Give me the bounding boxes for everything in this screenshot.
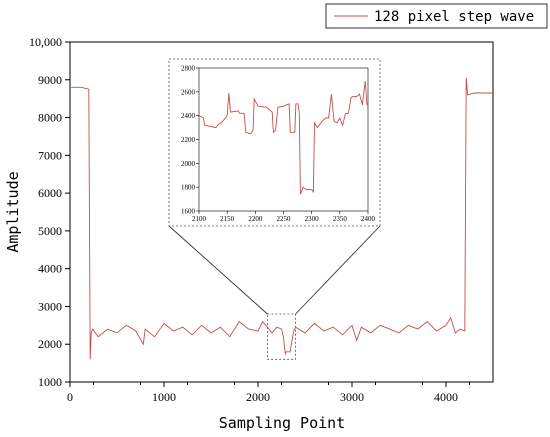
inset-x-tick-label: 2250 [277, 215, 292, 223]
inset-x-tick-label: 2100 [192, 215, 207, 223]
x-tick-label: 4000 [434, 390, 458, 404]
inset-y-tick-label: 2400 [181, 112, 196, 120]
zoom-connector-right [295, 225, 381, 315]
y-tick-label: 7000 [38, 148, 62, 162]
x-axis-ticks: 0 1000 2000 3000 4000 [67, 382, 470, 404]
x-axis-title: Sampling Point [219, 414, 345, 432]
inset-y-tick-label: 2600 [181, 88, 196, 96]
inset-frame [168, 58, 381, 227]
inset-y-tick-label: 2000 [181, 160, 196, 168]
inset-y-tick-label: 2800 [181, 65, 196, 73]
inset-y-tick-label: 2200 [181, 136, 196, 144]
y-tick-label: 6000 [38, 186, 62, 200]
y-tick-label: 9000 [38, 73, 62, 87]
series-line-main [70, 77, 493, 360]
y-tick-label: 2000 [38, 337, 62, 351]
series-line-inset [198, 81, 369, 195]
legend-label: 128 pixel step wave [374, 9, 534, 25]
x-tick-label: 1000 [152, 390, 176, 404]
zoom-region-box [266, 313, 296, 360]
y-tick-label: 5000 [38, 224, 62, 238]
inset-x-tick-label: 2400 [361, 215, 376, 223]
y-tick-label: 10,000 [29, 35, 62, 49]
legend: 128 pixel step wave [325, 3, 548, 29]
y-tick-label: 4000 [38, 262, 62, 276]
inset-y-axis-ticks: 1600 1800 2000 2200 2400 2600 2800 [181, 65, 199, 216]
inset-y-tick-label: 1800 [181, 184, 196, 192]
x-tick-label: 3000 [340, 390, 364, 404]
zoom-connector-left [168, 225, 268, 315]
x-tick-label: 2000 [246, 390, 270, 404]
inset-y-tick-label: 1600 [181, 208, 196, 216]
y-axis-ticks: 1000 2000 3000 4000 5000 6000 7000 8000 9000 10,0… [29, 35, 70, 389]
inset-x-tick-label: 2200 [248, 215, 263, 223]
y-tick-label: 8000 [38, 111, 62, 125]
y-tick-label: 1000 [38, 375, 62, 389]
inset-x-tick-label: 2350 [333, 215, 348, 223]
inset-x-axis-ticks: 2100 2150 2200 2250 2300 2350 2400 [192, 211, 376, 223]
y-axis-title: Amplitude [4, 171, 22, 252]
x-tick-label: 0 [67, 390, 73, 404]
y-tick-label: 3000 [38, 299, 62, 313]
inset-x-tick-label: 2150 [220, 215, 235, 223]
inset-x-tick-label: 2300 [305, 215, 320, 223]
